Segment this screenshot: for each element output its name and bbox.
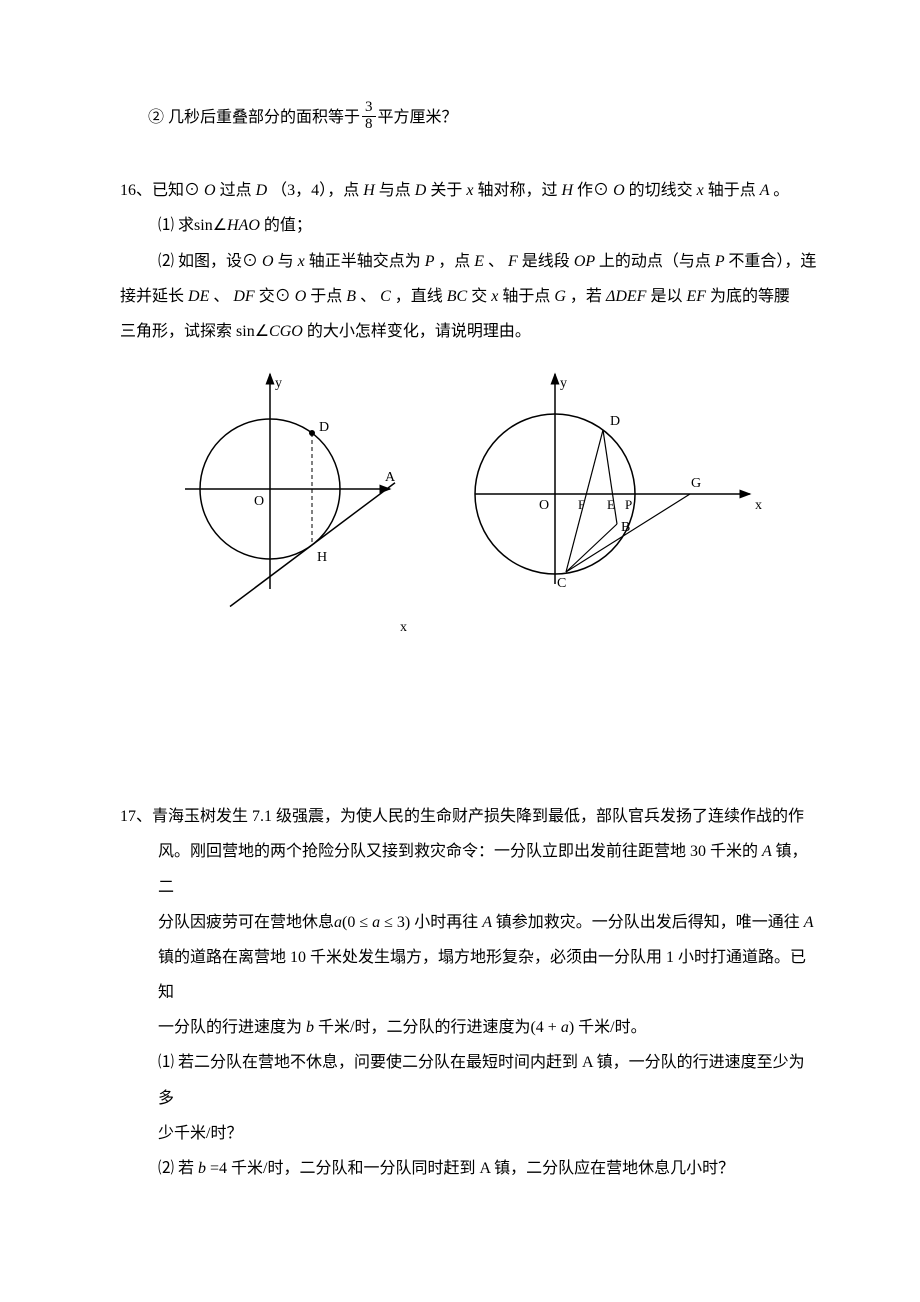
label-O: O: [254, 494, 264, 509]
q16-part2-line3: 三角形，试探索 sin∠CGO 的大小怎样变化，请说明理由。: [120, 314, 820, 349]
label-x: x: [755, 498, 762, 513]
q16-part2-line1: ⑵ 如图，设⊙ O 与 x 轴正半轴交点为 P ，点 E 、 F 是线段 OP …: [120, 244, 820, 279]
prev-question-line: ② 几秒后重叠部分的面积等于38平方厘米？: [120, 100, 820, 135]
q17-part1b: 少千米/时？: [120, 1116, 820, 1151]
text: 平方厘米？: [378, 109, 458, 126]
label-E: E: [607, 497, 615, 512]
question-number: 16、: [120, 182, 152, 199]
q16-figure-2: y x O D F E P G B C: [465, 359, 765, 619]
q16-figures: y x O D A H: [120, 359, 820, 639]
label-H: H: [317, 550, 327, 565]
q16-stem: 16、已知⊙ O 过点 D （3，4），点 H 与点 D 关于 x 轴对称，过 …: [120, 173, 820, 208]
label-D: D: [319, 420, 329, 435]
label-A: A: [385, 470, 396, 485]
q16-part2-line2: 接并延长 DE 、 DF 交⊙ O 于点 B 、 C ，直线 BC 交 x 轴于…: [120, 279, 820, 314]
label-x: x: [400, 620, 407, 635]
q17-line5: 一分队的行进速度为 b 千米/时，二分队的行进速度为(4 + a) 千米/时。: [120, 1010, 820, 1045]
q17-line4: 镇的道路在离营地 10 千米处发生塌方，塌方地形复杂，必须由一分队用 1 小时打…: [120, 940, 820, 1010]
q16-part1: ⑴ 求sin∠HAO 的值；: [120, 208, 820, 243]
q17-part2: ⑵ 若 b =4 千米/时，二分队和一分队同时赶到 A 镇，二分队应在营地休息几…: [120, 1151, 820, 1186]
label-F: F: [578, 497, 585, 512]
q16-figure-1: y x O D A H: [175, 359, 435, 639]
numerator: 3: [362, 100, 376, 117]
q17-line2: 风。刚回营地的两个抢险分队又接到救灾命令：一分队立即出发前往距营地 30 千米的…: [120, 834, 820, 904]
label-O: O: [539, 498, 549, 513]
label-P: P: [625, 497, 632, 512]
marker: ②: [148, 109, 164, 126]
fraction: 38: [362, 100, 376, 133]
question-number: 17、: [120, 808, 152, 825]
denominator: 8: [362, 117, 376, 133]
label-C: C: [557, 576, 566, 591]
q17-line3: 分队因疲劳可在营地休息a(0 ≤ a ≤ 3) 小时再往 A 镇参加救灾。一分队…: [120, 905, 820, 940]
q17-part1: ⑴ 若二分队在营地不休息，问要使二分队在最短时间内赶到 A 镇，一分队的行进速度…: [120, 1045, 820, 1115]
label-y: y: [275, 376, 282, 391]
label-D: D: [610, 414, 620, 429]
q17-line1: 17、青海玉树发生 7.1 级强震，为使人民的生命财产损失降到最低，部队官兵发扬…: [120, 799, 820, 834]
label-B: B: [621, 520, 630, 535]
text: 几秒后重叠部分的面积等于: [168, 109, 360, 126]
label-G: G: [691, 476, 701, 491]
label-y: y: [560, 376, 567, 391]
